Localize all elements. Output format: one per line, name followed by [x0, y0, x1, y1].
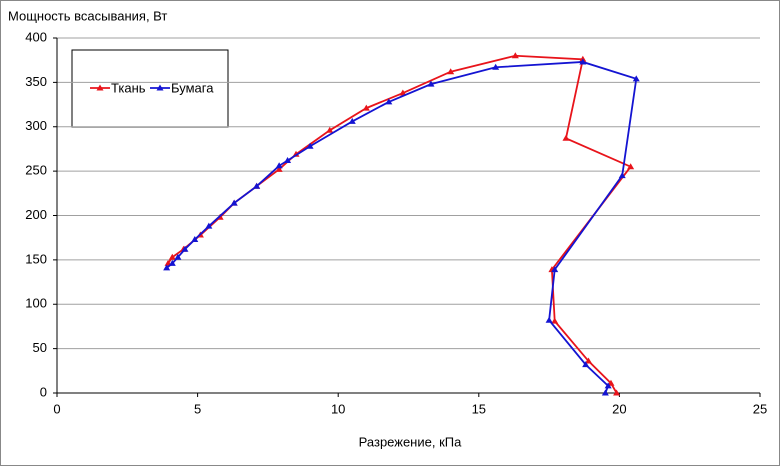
x-tick-label: 0	[53, 401, 60, 416]
marker	[174, 253, 182, 260]
marker	[399, 89, 407, 96]
marker	[205, 222, 213, 229]
marker	[618, 172, 626, 179]
marker	[627, 163, 635, 170]
y-tick-label: 250	[25, 163, 47, 178]
marker	[632, 75, 640, 82]
y-tick-label: 200	[25, 207, 47, 222]
marker	[230, 199, 238, 206]
legend-label: Ткань	[111, 80, 146, 95]
marker	[163, 264, 171, 271]
y-tick-label: 150	[25, 251, 47, 266]
y-tick-label: 400	[25, 29, 47, 44]
marker	[427, 80, 435, 87]
legend-marker	[156, 84, 164, 91]
marker	[275, 165, 283, 172]
marker	[191, 235, 199, 242]
marker	[362, 104, 370, 111]
y-tick-label: 50	[33, 340, 47, 355]
marker	[492, 63, 500, 70]
y-tick-label: 300	[25, 118, 47, 133]
y-tick-label: 100	[25, 296, 47, 311]
legend-label: Бумага	[171, 80, 214, 95]
marker	[181, 245, 189, 252]
marker	[613, 389, 621, 396]
marker	[275, 162, 283, 169]
marker	[385, 98, 393, 105]
marker	[447, 68, 455, 75]
marker	[601, 389, 609, 396]
marker	[326, 126, 334, 133]
marker	[551, 317, 559, 324]
x-tick-label: 10	[331, 401, 345, 416]
marker	[511, 52, 519, 59]
x-tick-label: 25	[753, 401, 767, 416]
x-tick-label: 20	[612, 401, 626, 416]
x-tick-label: 15	[472, 401, 486, 416]
x-axis-label: Разрежение, кПа	[359, 434, 462, 449]
y-tick-label: 350	[25, 74, 47, 89]
marker	[582, 361, 590, 368]
marker	[253, 182, 261, 189]
legend-marker	[96, 84, 104, 91]
marker	[551, 266, 559, 273]
marker	[584, 357, 592, 364]
chart-title: Мощность всасывания, Вт	[8, 8, 167, 23]
marker	[168, 253, 176, 260]
x-tick-label: 5	[194, 401, 201, 416]
marker	[545, 316, 553, 323]
marker	[562, 134, 570, 141]
marker	[579, 58, 587, 65]
y-tick-label: 0	[40, 384, 47, 399]
marker	[284, 156, 292, 163]
marker	[306, 142, 314, 149]
marker	[168, 259, 176, 266]
marker	[348, 117, 356, 124]
marker	[604, 382, 612, 389]
